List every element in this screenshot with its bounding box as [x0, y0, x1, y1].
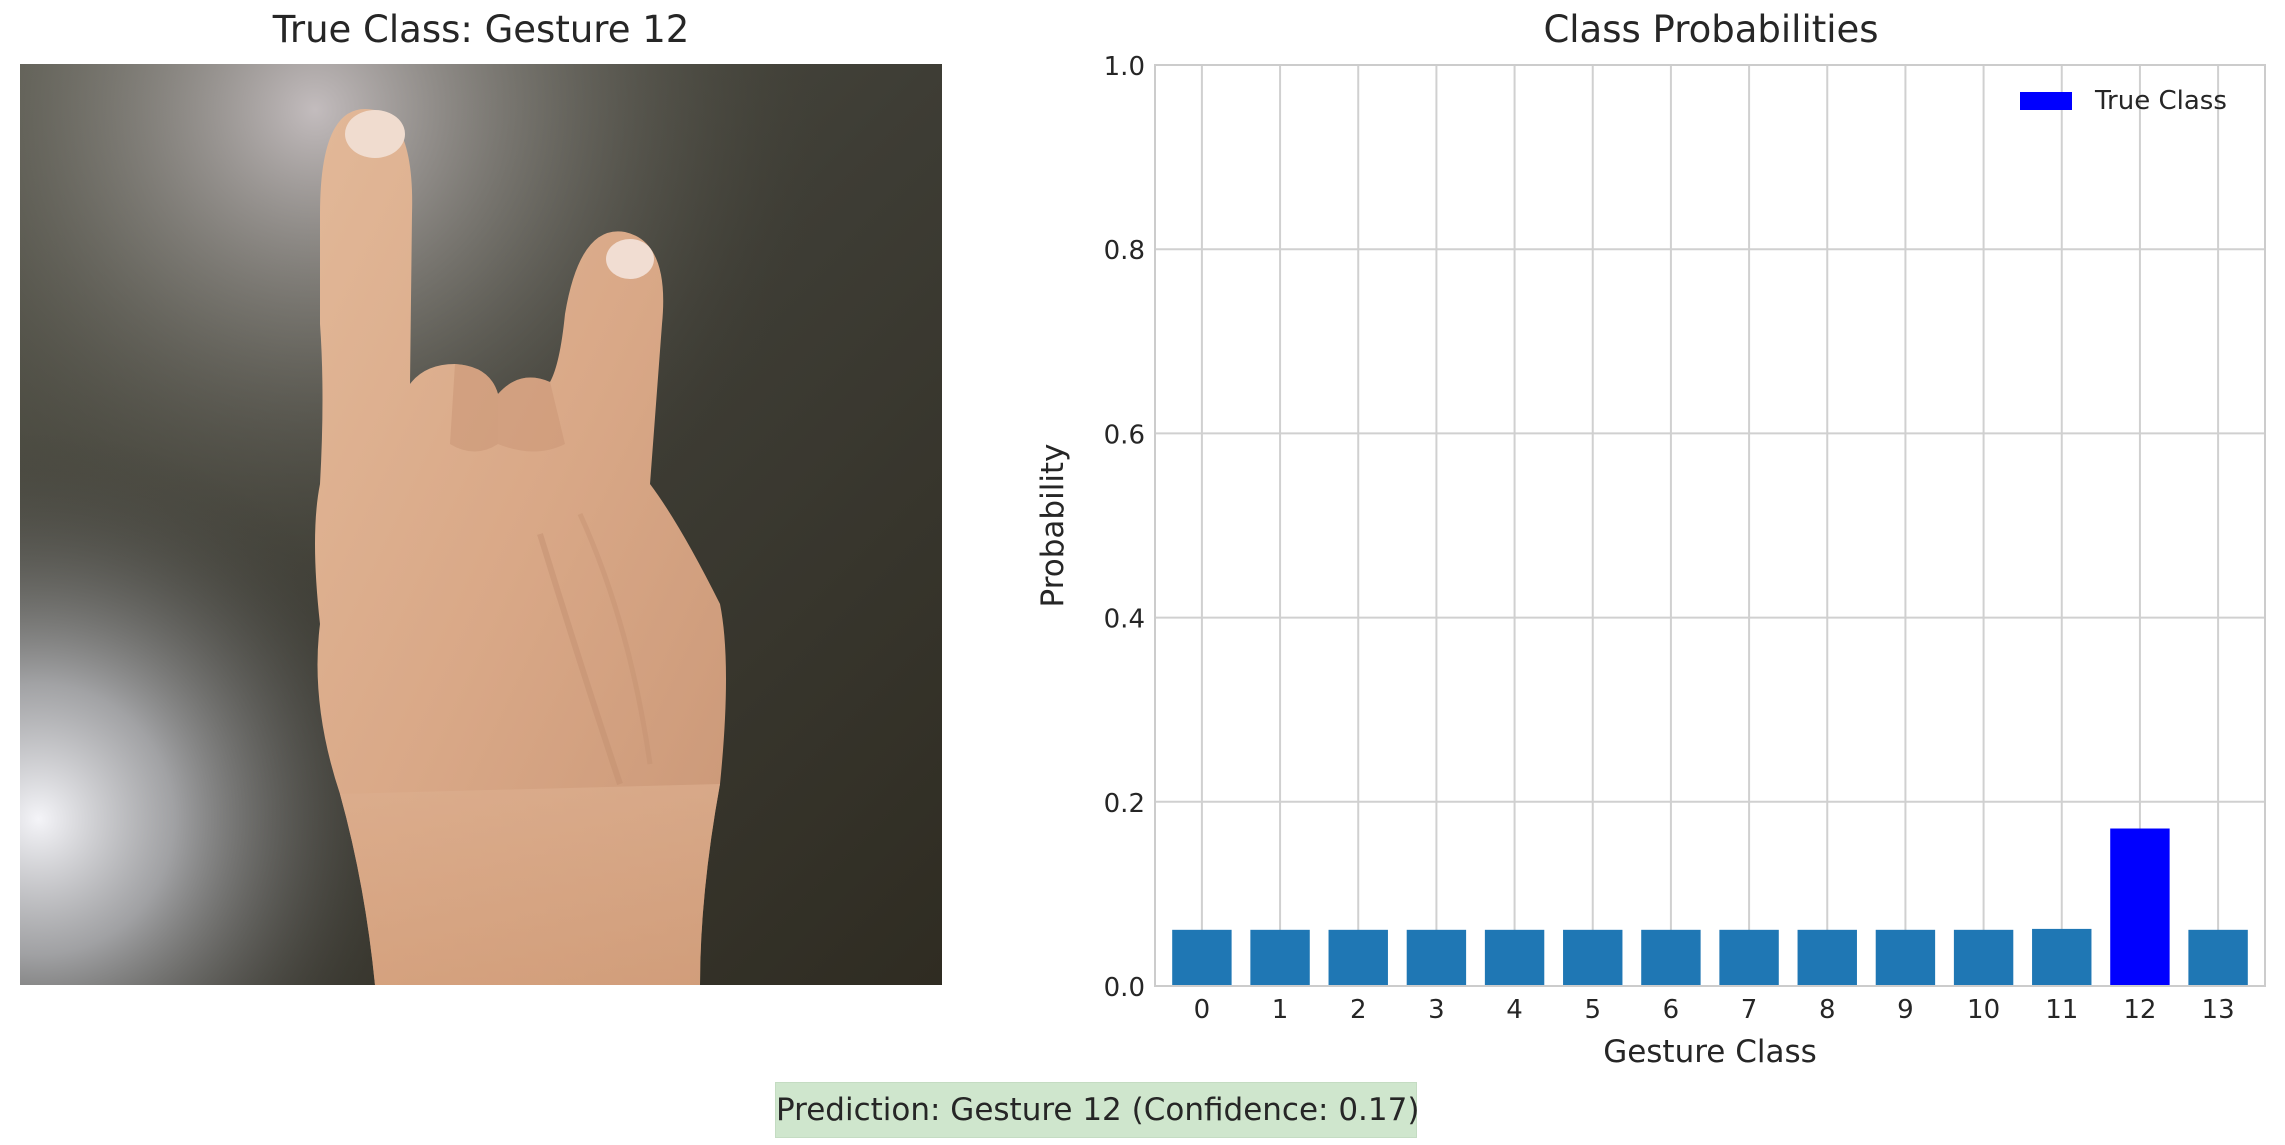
x-tick-label: 9 — [1897, 995, 1914, 1025]
legend-swatch — [2020, 92, 2072, 110]
chart-axes: 0.00.20.40.60.81.00 1 2 3 4 5 6 7 8 9 10 11 12 13 — [1104, 52, 2266, 1025]
x-axis-label: Gesture Class — [1603, 1034, 1817, 1070]
x-tick-label: 12 — [2123, 995, 2156, 1025]
bar — [2032, 928, 2092, 986]
legend-label: True Class — [2094, 86, 2227, 116]
bar — [1328, 929, 1388, 986]
y-tick-label: 1.0 — [1104, 52, 1145, 82]
plot-frame — [1154, 64, 2266, 987]
y-tick-label: 0.0 — [1104, 973, 1145, 1003]
probability-bar-chart: 0.00.20.40.60.81.00 1 2 3 4 5 6 7 8 9 10 11 12 13 Tru… — [1035, 52, 2266, 1070]
bar — [1719, 929, 1779, 986]
bar — [1563, 929, 1623, 986]
y-tick-label: 0.2 — [1104, 789, 1145, 819]
prediction-banner: Prediction: Gesture 12 (Confidence: 0.17… — [775, 1082, 1419, 1138]
hand-gesture-photo — [20, 64, 942, 985]
x-tick-label: 2 — [1350, 995, 1367, 1025]
x-tick-label: 11 — [2045, 995, 2078, 1025]
chart-legend: True Class — [2020, 86, 2227, 116]
x-tick-label: 0 — [1194, 995, 1211, 1025]
bar — [1875, 929, 1936, 986]
x-tick-label: 7 — [1741, 995, 1758, 1025]
y-tick-label: 0.6 — [1104, 420, 1145, 450]
bar — [1484, 929, 1545, 986]
chart-title: Class Probabilities — [1543, 8, 1879, 51]
x-tick-label: 4 — [1506, 995, 1523, 1025]
y-tick-label: 0.8 — [1104, 236, 1145, 266]
y-tick-label: 0.4 — [1104, 605, 1145, 635]
x-tick-label: 3 — [1428, 995, 1445, 1025]
y-axis-label: Probability — [1035, 444, 1071, 608]
bar — [1797, 929, 1857, 986]
bar — [1172, 929, 1232, 986]
x-tick-label: 1 — [1272, 995, 1289, 1025]
chart-grid — [1155, 64, 2265, 987]
x-tick-label: 6 — [1663, 995, 1680, 1025]
bar — [1250, 929, 1310, 986]
x-tick-label: 5 — [1584, 995, 1601, 1025]
x-tick-label: 10 — [1967, 995, 2000, 1025]
x-tick-label: 13 — [2202, 995, 2235, 1025]
bar — [2188, 929, 2248, 986]
bar-true-class — [2110, 828, 2170, 986]
bar — [1641, 929, 1701, 986]
chart-bars — [1172, 828, 2248, 986]
image-title: True Class: Gesture 12 — [272, 8, 690, 51]
bar — [1406, 929, 1467, 986]
x-tick-label: 8 — [1819, 995, 1836, 1025]
bar — [1953, 929, 2014, 986]
